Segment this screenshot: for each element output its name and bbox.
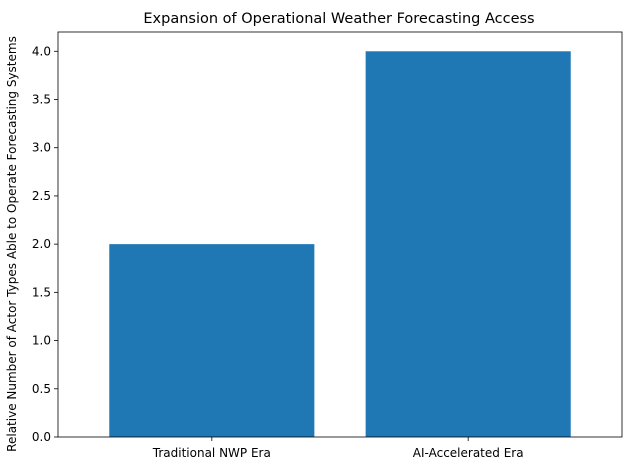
y-tick-label-5: 2.5	[32, 189, 51, 203]
y-tick-label-0: 0.0	[32, 430, 51, 444]
y-axis: 0.0 0.5 1.0 1.5 2.0 2.5 3.0 3.5 4.0	[32, 44, 58, 444]
x-tick-label-0: Traditional NWP Era	[152, 446, 271, 460]
chart-title: Expansion of Operational Weather Forecas…	[143, 11, 534, 27]
y-tick-label-8: 4.0	[32, 44, 51, 58]
y-axis-label: Relative Number of Actor Types Able to O…	[5, 36, 19, 452]
y-tick-label-6: 3.0	[32, 141, 51, 155]
x-axis: Traditional NWP Era AI-Accelerated Era	[152, 437, 524, 460]
y-tick-label-3: 1.5	[32, 285, 51, 299]
y-tick-label-7: 3.5	[32, 93, 51, 107]
y-tick-label-1: 0.5	[32, 382, 51, 396]
bar-1	[365, 51, 571, 438]
y-tick-label-4: 2.0	[32, 237, 51, 251]
x-tick-label-1: AI-Accelerated Era	[413, 446, 524, 460]
bar-0	[109, 244, 315, 437]
y-tick-label-2: 1.0	[32, 334, 51, 348]
plot-frame	[57, 31, 623, 438]
plot-area	[109, 51, 571, 438]
